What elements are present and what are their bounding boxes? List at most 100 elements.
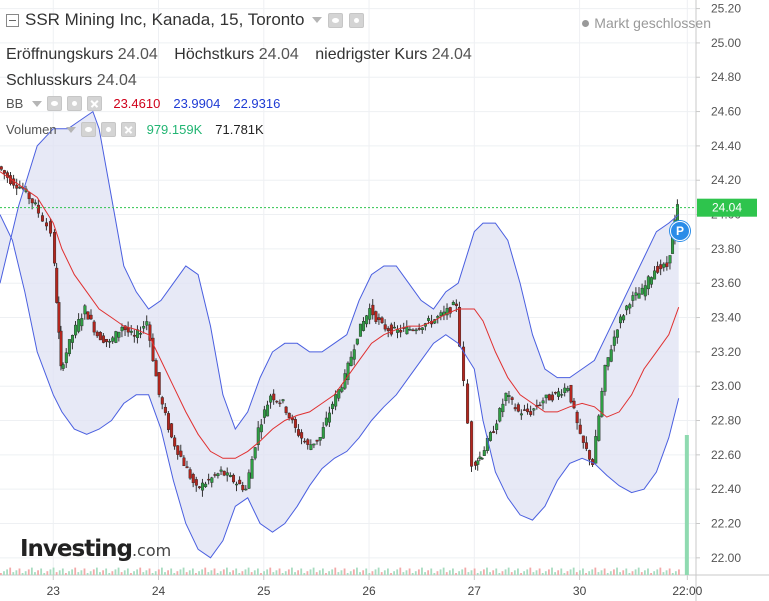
volume-bar bbox=[588, 571, 591, 575]
series-lines bbox=[0, 110, 680, 559]
candle-body bbox=[358, 323, 362, 337]
candle-body bbox=[225, 472, 229, 476]
volume-bar bbox=[176, 571, 179, 575]
volume-bar bbox=[557, 570, 560, 575]
volume-bar bbox=[238, 573, 241, 575]
volume-bar bbox=[346, 573, 349, 575]
candle-body bbox=[27, 192, 31, 200]
volume-bar bbox=[204, 567, 207, 575]
volume-bar bbox=[281, 573, 284, 575]
volume-bar bbox=[452, 568, 454, 575]
candle-body bbox=[355, 338, 359, 345]
volume-bar bbox=[616, 567, 618, 575]
candle-body bbox=[482, 450, 486, 456]
gear-icon[interactable] bbox=[349, 12, 365, 28]
candle-body bbox=[340, 387, 344, 392]
volume-bar bbox=[541, 573, 544, 575]
candle-body bbox=[581, 435, 585, 443]
candle-body bbox=[204, 483, 208, 488]
candle-body bbox=[300, 432, 304, 439]
volume-bar bbox=[455, 573, 457, 575]
volume-bar bbox=[6, 569, 8, 575]
candle-body bbox=[600, 391, 604, 417]
candle-body bbox=[33, 202, 37, 205]
volume-bar bbox=[241, 571, 244, 575]
candle-body bbox=[399, 330, 403, 333]
volume-bar bbox=[461, 569, 464, 575]
candle-body bbox=[510, 397, 514, 400]
volume-bar bbox=[417, 569, 420, 575]
volume-bar bbox=[662, 572, 665, 575]
candle-body bbox=[324, 417, 328, 426]
candle-body bbox=[253, 447, 257, 459]
collapse-icon[interactable] bbox=[6, 13, 19, 27]
candle-body bbox=[114, 331, 118, 343]
candle-body bbox=[86, 311, 90, 320]
volume-bar bbox=[99, 572, 101, 575]
volume-bar bbox=[86, 573, 89, 575]
candle-body bbox=[213, 474, 217, 476]
candle-body bbox=[572, 400, 576, 409]
volume-bar bbox=[458, 571, 461, 575]
candle-body bbox=[40, 215, 44, 222]
series-line-lower bbox=[0, 214, 680, 559]
candle-body bbox=[495, 423, 499, 430]
volume-bar bbox=[510, 572, 513, 575]
candle-body bbox=[643, 285, 647, 297]
x-tick-label: 23 bbox=[47, 584, 61, 598]
volume-bar bbox=[640, 572, 643, 575]
candle-body bbox=[519, 413, 523, 416]
volume-bar bbox=[130, 573, 132, 575]
volume-bar bbox=[114, 569, 117, 575]
candle-body bbox=[478, 456, 482, 459]
candle-body bbox=[235, 483, 239, 486]
candle-body bbox=[197, 486, 201, 488]
volume-bar bbox=[170, 568, 173, 575]
volume-bar bbox=[368, 573, 371, 575]
candle-body bbox=[408, 329, 412, 331]
y-tick-label: 22.80 bbox=[711, 414, 741, 428]
candle-body bbox=[120, 326, 124, 332]
candle-body bbox=[247, 472, 251, 489]
candle-body bbox=[411, 329, 415, 332]
volume-bar bbox=[157, 569, 160, 575]
y-tick-label: 23.00 bbox=[711, 379, 741, 393]
eye-icon[interactable] bbox=[328, 12, 344, 28]
volume-bar bbox=[191, 568, 194, 575]
candle-body bbox=[129, 330, 133, 333]
candle-body bbox=[275, 400, 279, 403]
volume-bar bbox=[507, 567, 510, 575]
volume-bar bbox=[195, 573, 197, 575]
volume-bar bbox=[572, 567, 575, 575]
candle-body bbox=[312, 443, 316, 446]
volume-bar bbox=[356, 567, 358, 575]
volume-bar bbox=[315, 572, 318, 575]
candle-body bbox=[182, 457, 186, 467]
volume-bar bbox=[501, 571, 504, 575]
candle-body bbox=[250, 459, 254, 479]
candle-body bbox=[575, 411, 579, 424]
volume-bar-last bbox=[684, 435, 689, 575]
candle-body bbox=[160, 397, 164, 405]
volume-bar bbox=[164, 572, 166, 575]
volume-bar bbox=[145, 570, 148, 575]
volume-bar bbox=[411, 573, 414, 575]
candle-body bbox=[49, 221, 53, 234]
candle-body bbox=[383, 324, 387, 330]
candle-body bbox=[523, 409, 527, 411]
volume-bar bbox=[328, 571, 330, 575]
volume-bar bbox=[674, 571, 677, 575]
chevron-down-icon[interactable] bbox=[312, 17, 323, 23]
candle-body bbox=[57, 302, 61, 333]
volume-bar bbox=[526, 569, 529, 575]
volume-bar bbox=[359, 572, 361, 575]
volume-bar bbox=[226, 567, 228, 575]
volume-bar bbox=[566, 571, 569, 575]
volume-bar bbox=[653, 571, 656, 575]
volume-bar bbox=[433, 573, 436, 575]
candle-body bbox=[334, 394, 338, 407]
volume-bar bbox=[55, 572, 58, 575]
volume-bar bbox=[470, 570, 473, 575]
candle-body bbox=[139, 332, 143, 335]
